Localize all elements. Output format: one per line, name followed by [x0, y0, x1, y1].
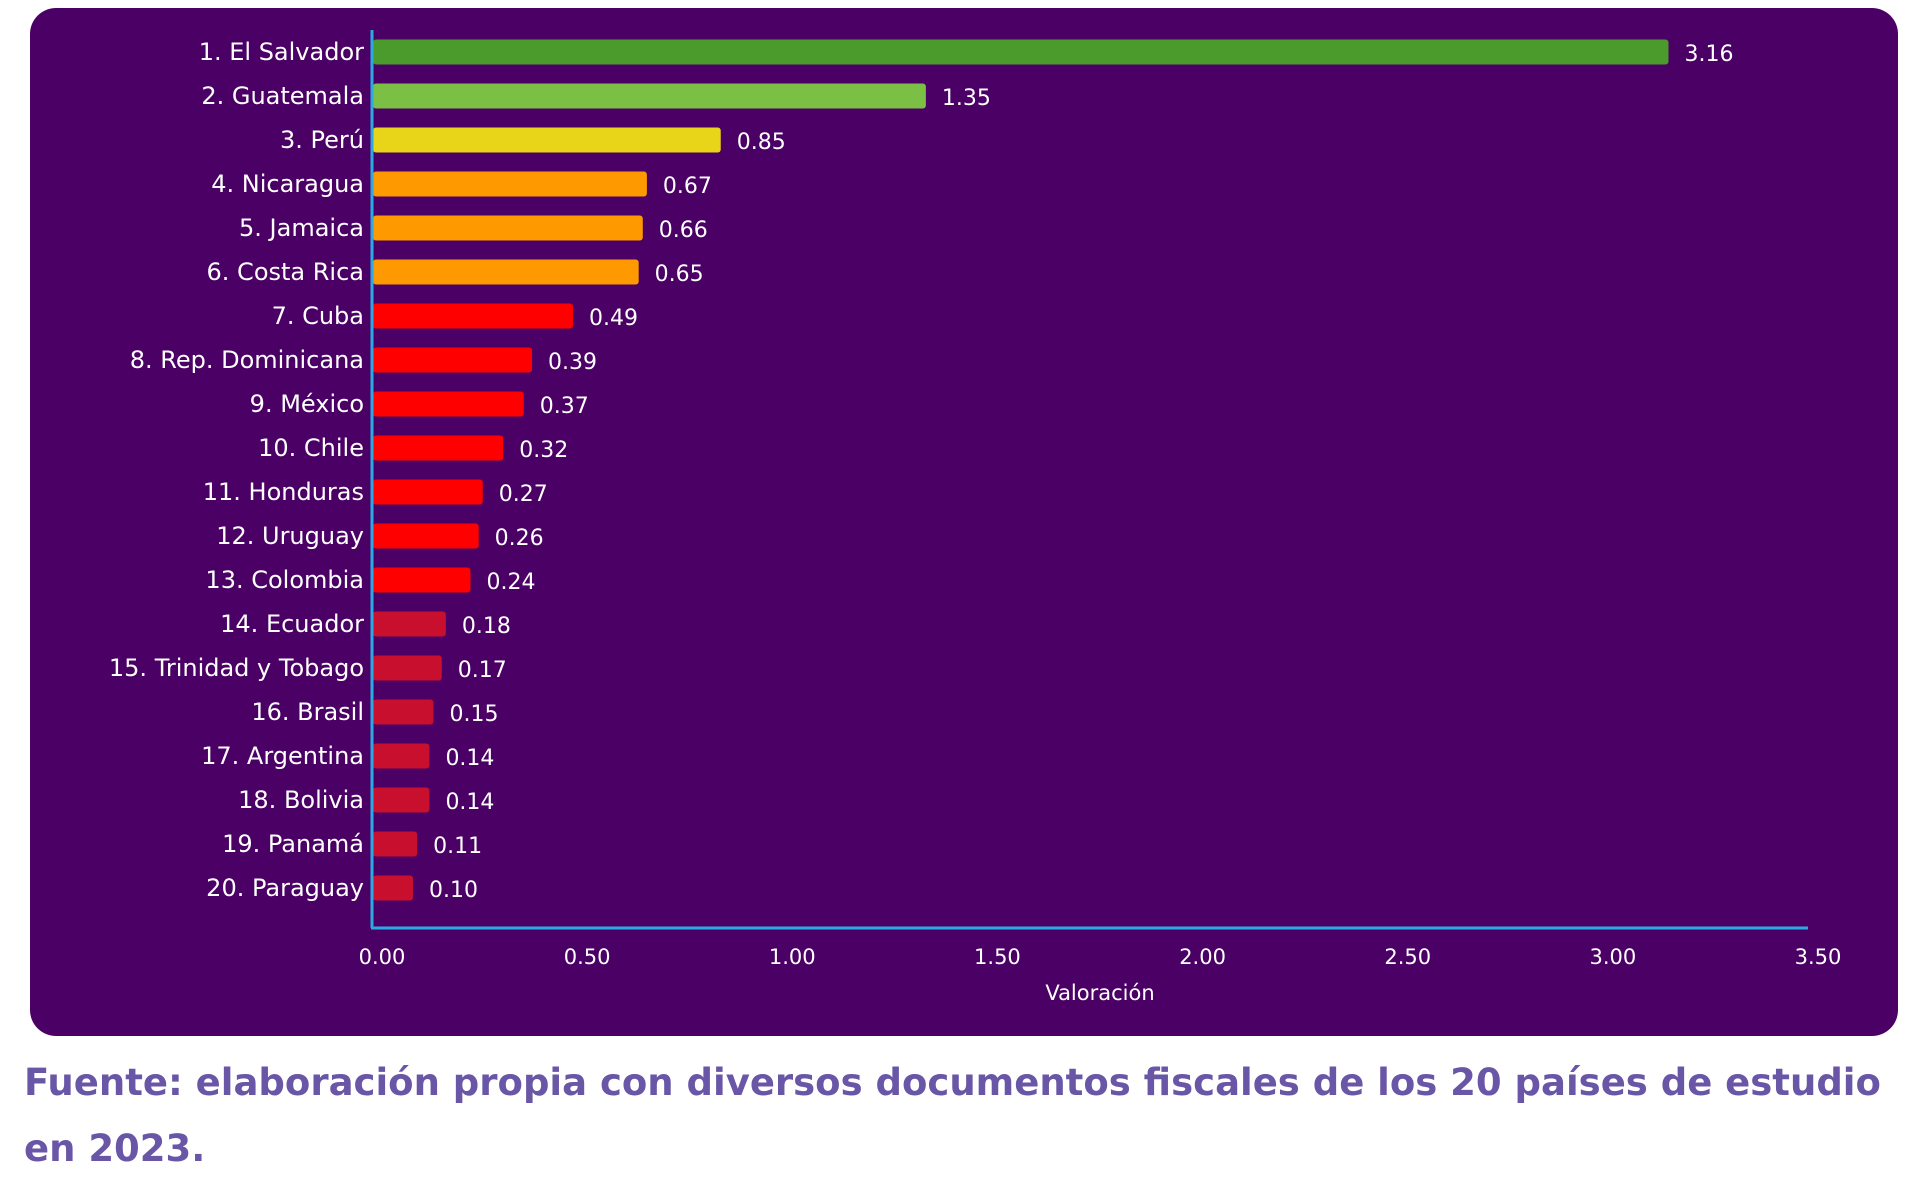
chart-panel: 1. El Salvador 3.16 2. Guatemala 1.35 3. Per… [30, 8, 1898, 1036]
category-label: 6. Costa Rica [207, 258, 364, 286]
data-label: 0.18 [462, 614, 511, 639]
bar [373, 171, 647, 197]
bar [373, 303, 574, 329]
category-label: 9. México [250, 390, 364, 418]
data-label: 0.32 [519, 438, 568, 463]
bars-layer [373, 39, 1669, 901]
data-label: 0.37 [540, 394, 589, 419]
bar [373, 83, 926, 109]
bar [373, 655, 442, 681]
bar [373, 743, 430, 769]
bar [373, 875, 414, 901]
data-label: 0.14 [445, 746, 494, 771]
bar [373, 567, 471, 593]
category-label: 2. Guatemala [201, 82, 364, 110]
category-label: 17. Argentina [201, 742, 364, 770]
data-label: 0.17 [458, 658, 507, 683]
category-label: 18. Bolivia [238, 786, 364, 814]
bar [373, 523, 479, 549]
category-label: 11. Honduras [203, 478, 364, 506]
data-label: 0.66 [659, 218, 708, 243]
x-tick-label: 3.00 [1589, 945, 1636, 969]
bar [373, 435, 504, 461]
data-label: 0.85 [737, 130, 786, 155]
category-label: 4. Nicaragua [211, 170, 364, 198]
data-label: 0.10 [429, 878, 478, 903]
data-label: 0.49 [589, 306, 638, 331]
bar [373, 611, 446, 637]
data-label: 0.26 [495, 526, 544, 551]
category-label: 10. Chile [258, 434, 364, 462]
category-label: 1. El Salvador [199, 38, 364, 66]
x-tick-label: 2.50 [1384, 945, 1431, 969]
data-label: 1.35 [942, 86, 991, 111]
bar [373, 347, 533, 373]
bar [373, 215, 643, 241]
category-label: 19. Panamá [222, 830, 364, 858]
bar [373, 831, 418, 857]
category-label: 5. Jamaica [239, 214, 364, 242]
data-label: 0.24 [486, 570, 535, 595]
data-label: 0.39 [548, 350, 597, 375]
data-label: 0.27 [499, 482, 548, 507]
x-tick-label: 1.00 [769, 945, 816, 969]
bar [373, 127, 721, 153]
category-label: 14. Ecuador [220, 610, 364, 638]
source-note: Fuente: elaboración propia con diversos … [24, 1061, 1881, 1170]
x-tick-label: 3.50 [1795, 945, 1842, 969]
bar [373, 39, 1669, 65]
category-label: 12. Uruguay [216, 522, 364, 550]
x-tick-label: 0.50 [564, 945, 611, 969]
category-label: 20. Paraguay [206, 874, 364, 902]
x-tick-label: 2.00 [1179, 945, 1226, 969]
data-label: 3.16 [1685, 42, 1734, 67]
bar [373, 787, 430, 813]
category-label: 15. Trinidad y Tobago [109, 654, 364, 682]
data-label: 0.11 [433, 834, 482, 859]
category-label: 3. Perú [280, 126, 364, 154]
category-label: 13. Colombia [205, 566, 364, 594]
bar [373, 479, 483, 505]
category-label: 7. Cuba [272, 302, 364, 330]
bar [373, 391, 524, 417]
data-label: 0.67 [663, 174, 712, 199]
data-label: 0.15 [450, 702, 499, 727]
x-tick-label: 0.00 [359, 945, 406, 969]
x-tick-label: 1.50 [974, 945, 1021, 969]
x-axis-title: Valoración [1045, 981, 1154, 1005]
bar [373, 699, 434, 725]
category-label: 8. Rep. Dominicana [130, 346, 364, 374]
data-label: 0.65 [655, 262, 704, 287]
bar-chart: 1. El Salvador 3.16 2. Guatemala 1.35 3. Per… [109, 30, 1842, 1005]
axes-layer: 0.00 0.50 1.00 1.50 2.00 2.50 3.00 3.50 Valoraci… [359, 30, 1842, 1005]
category-label: 16. Brasil [251, 698, 364, 726]
bar [373, 259, 639, 285]
data-label: 0.14 [445, 790, 494, 815]
labels-layer: 1. El Salvador 3.16 2. Guatemala 1.35 3. Per… [109, 38, 1734, 903]
